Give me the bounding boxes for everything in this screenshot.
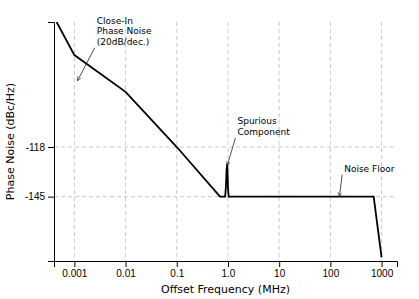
marks bbox=[57, 22, 382, 257]
x-axis-line bbox=[55, 262, 398, 268]
x-grid-line bbox=[279, 22, 280, 261]
x-tick: 1.0 bbox=[222, 261, 236, 279]
x-tick: 1000 bbox=[371, 261, 394, 279]
x-tick-mark bbox=[330, 261, 331, 267]
y-grid-line bbox=[54, 147, 397, 148]
x-grid-line bbox=[74, 22, 75, 261]
x-tick: 0.001 bbox=[62, 261, 87, 279]
main-line bbox=[57, 22, 382, 257]
annotation-arrow bbox=[339, 175, 342, 197]
x-tick-mark bbox=[228, 261, 229, 267]
x-tick-label: 0.1 bbox=[170, 268, 184, 279]
x-tick-mark bbox=[74, 261, 75, 267]
annotation-line: Component bbox=[237, 127, 290, 137]
x-tick-label: 10 bbox=[274, 268, 286, 279]
x-tick: 0.01 bbox=[116, 261, 136, 279]
x-tick-label: 0.001 bbox=[62, 268, 87, 279]
x-grid-line bbox=[381, 22, 382, 261]
y-tick: -118 bbox=[26, 142, 54, 153]
x-tick-label: 1000 bbox=[371, 268, 394, 279]
y-tick-label: -118 bbox=[26, 142, 46, 153]
x-tick-label: 0.01 bbox=[116, 268, 136, 279]
x-tick-mark bbox=[382, 261, 383, 267]
plot: 0.001 0.01 0.1 1.0 10 100 1000 -118 -145 Offset F… bbox=[4, 16, 398, 296]
x-grid-line bbox=[330, 22, 331, 261]
annotation: SpuriousComponent bbox=[237, 116, 290, 137]
x-tick-label: 1.0 bbox=[222, 268, 236, 279]
x-tick-mark bbox=[126, 261, 127, 267]
annotation-line: Noise Floor bbox=[344, 164, 395, 174]
y-tick-mark bbox=[48, 197, 54, 198]
annotation-arrow bbox=[227, 138, 235, 166]
y-tick: -145 bbox=[25, 191, 54, 202]
annotation-line: (20dB/dec.) bbox=[97, 37, 149, 47]
annotation: Close-InPhase Noise(20dB/dec.) bbox=[97, 16, 152, 47]
x-axis: 0.001 0.01 0.1 1.0 10 100 1000 bbox=[55, 261, 398, 279]
y-axis-title: Phase Noise (dBc/Hz) bbox=[4, 83, 17, 200]
x-grid-line bbox=[125, 22, 126, 261]
chart: 0.001 0.01 0.1 1.0 10 100 1000 -118 -145 Offset F… bbox=[0, 0, 419, 299]
annotations: Close-InPhase Noise(20dB/dec.) SpuriousCo… bbox=[77, 16, 394, 197]
annotation-line: Phase Noise bbox=[97, 26, 152, 36]
x-tick-mark bbox=[279, 261, 280, 267]
x-tick-mark bbox=[177, 261, 178, 267]
x-grid-line bbox=[227, 22, 228, 261]
x-tick: 0.1 bbox=[170, 261, 184, 279]
y-axis: -118 -145 bbox=[25, 23, 55, 262]
grid bbox=[54, 22, 397, 261]
y-axis-line bbox=[48, 23, 55, 262]
y-tick-label: -145 bbox=[25, 191, 45, 202]
x-tick: 100 bbox=[323, 261, 340, 279]
annotation: Noise Floor bbox=[344, 164, 395, 174]
annotation-line: Close-In bbox=[97, 16, 133, 26]
x-grid-line bbox=[176, 22, 177, 261]
annotation-arrow bbox=[77, 48, 94, 81]
x-tick: 10 bbox=[274, 261, 286, 279]
x-axis-title: Offset Frequency (MHz) bbox=[161, 283, 290, 296]
annotation-line: Spurious bbox=[237, 116, 277, 126]
y-tick-mark bbox=[48, 147, 54, 148]
x-tick-label: 100 bbox=[323, 268, 340, 279]
